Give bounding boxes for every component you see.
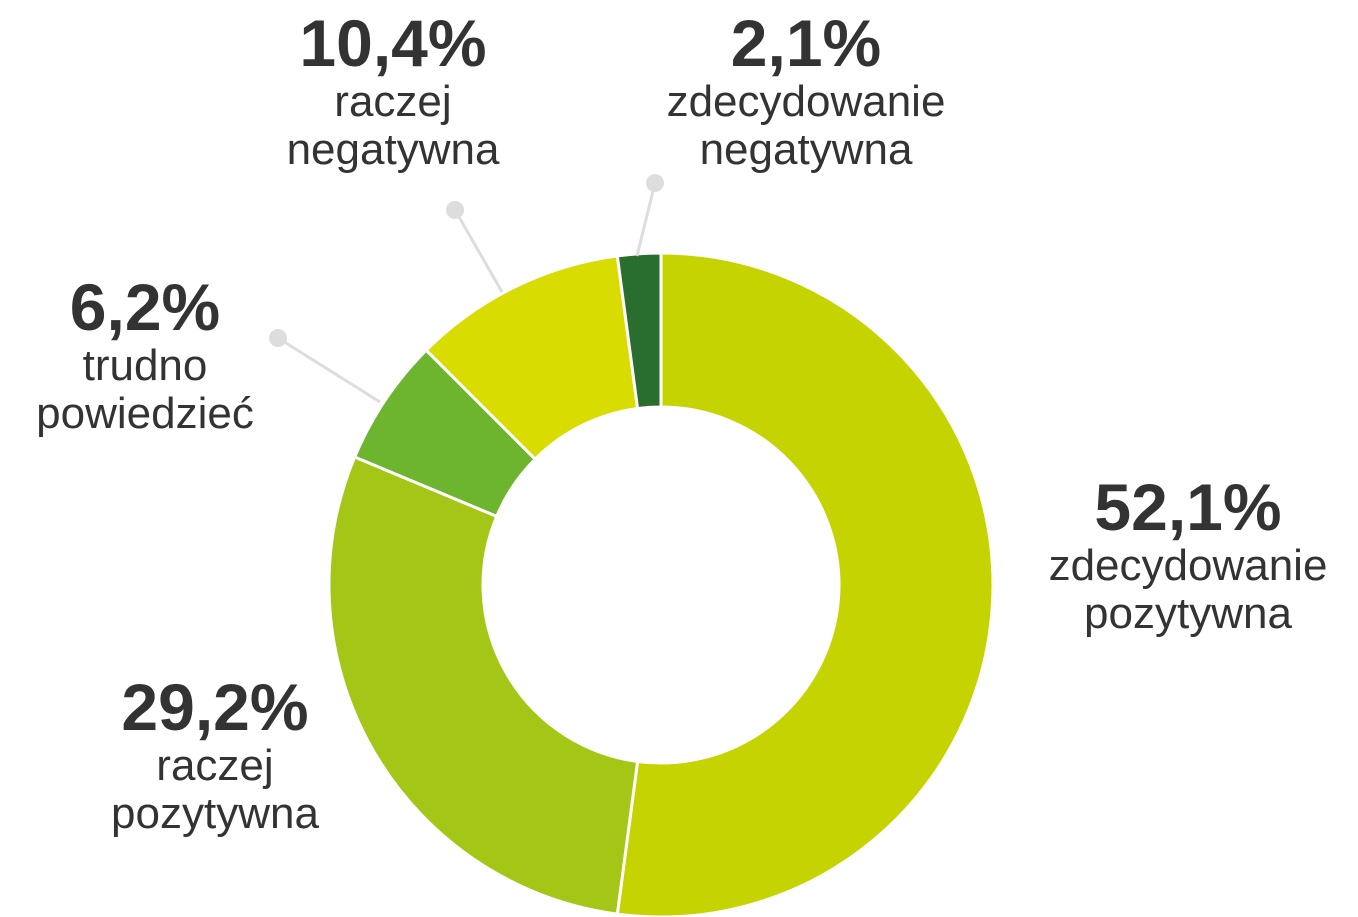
- slice-label: 29,2% raczej pozytywna: [111, 672, 319, 838]
- slice: [615, 251, 995, 917]
- category-label: raczej pozytywna: [111, 741, 319, 838]
- leader-dot: [646, 174, 664, 192]
- value-label: 52,1%: [1094, 470, 1282, 544]
- value-label: 2,1%: [730, 6, 882, 80]
- value-label: 29,2%: [121, 670, 309, 744]
- leader-dot: [269, 329, 287, 347]
- slice-label: 2,1% zdecydowanie negatywna: [667, 8, 946, 174]
- category-label: zdecydowanie negatywna: [666, 77, 946, 174]
- leader-line: [635, 182, 657, 257]
- slice-label: 52,1% zdecydowanie pozytywna: [1049, 472, 1328, 638]
- slice: [327, 455, 640, 916]
- leader-line: [277, 336, 381, 404]
- slice-label: 6,2% trudno powiedzieć: [36, 272, 254, 438]
- leader-dot: [446, 201, 464, 219]
- category-label: zdecydowanie pozytywna: [1048, 541, 1328, 638]
- value-label: 6,2%: [69, 270, 221, 344]
- category-label: raczej negatywna: [286, 77, 500, 174]
- leader-line: [453, 209, 504, 293]
- value-label: 10,4%: [299, 6, 487, 80]
- slice-label: 10,4% raczej negatywna: [287, 8, 500, 174]
- slice: [615, 251, 663, 411]
- category-label: trudno powiedzieć: [36, 341, 254, 438]
